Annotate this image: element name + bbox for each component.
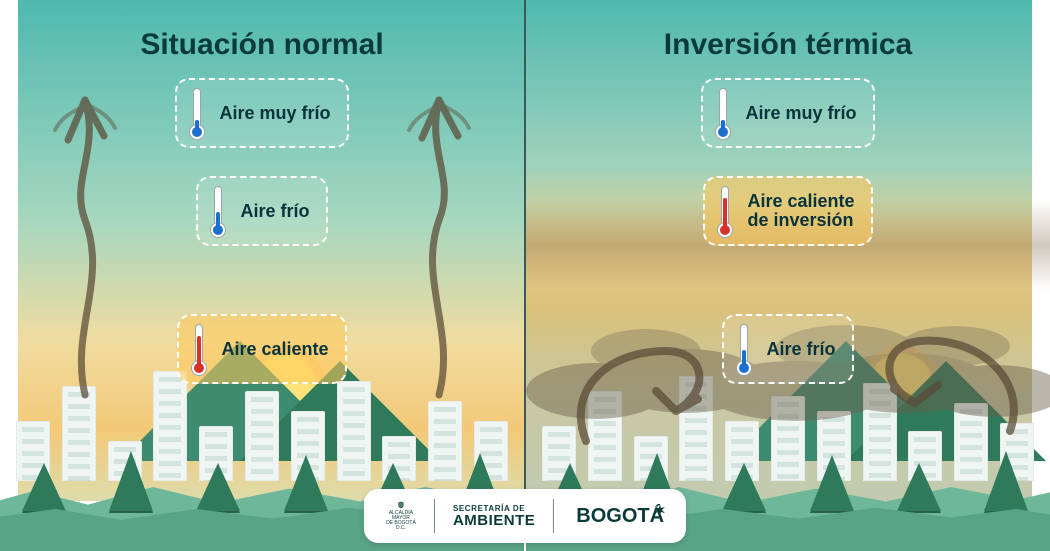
thermometer-icon <box>187 322 211 376</box>
air-layer-chip: Aire muy frío <box>701 78 874 148</box>
air-layer-chip: Aire muy frío <box>175 78 348 148</box>
tree-icon <box>22 463 66 511</box>
air-layer-label: Aire frío <box>240 202 309 221</box>
thermometer-icon <box>711 86 735 140</box>
air-layer-label: Aire caliente <box>221 340 328 359</box>
title-inversion: Inversión térmica <box>526 28 1050 62</box>
air-layer-label: Aire frío <box>766 340 835 359</box>
tree-icon <box>984 451 1028 511</box>
air-layer-chip: Aire caliente de inversión <box>703 176 872 246</box>
thermometer-icon <box>713 184 737 238</box>
tree-icon <box>109 451 153 511</box>
air-layer-label: Aire muy frío <box>745 104 856 123</box>
thermometer-icon <box>206 184 230 238</box>
thermometer-icon <box>732 322 756 376</box>
badge-divider <box>434 499 435 533</box>
thermometer-icon <box>185 86 209 140</box>
tree-icon <box>810 455 854 511</box>
panel-inversion: Inversión térmica Aire muy frío Aire cali… <box>526 0 1050 551</box>
tree-icon <box>284 455 328 511</box>
air-layer-chip: Aire caliente <box>177 314 346 384</box>
bogota-star-icon <box>654 499 666 511</box>
tree-icon <box>897 463 941 511</box>
air-layers-inversion: Aire muy frío Aire caliente de inversión A… <box>526 78 1050 384</box>
secretaria-big: AMBIENTE <box>453 513 535 528</box>
secretaria-ambiente-logo: SECRETARÍA DE AMBIENTE <box>453 505 535 528</box>
title-normal: Situación normal <box>0 28 524 62</box>
air-layers-normal: Aire muy frío Aire frío Aire caliente <box>0 78 524 384</box>
bogota-shield-icon: ALCALDÍA MAYOR DE BOGOTÁ D.C. <box>386 501 416 531</box>
tree-icon <box>196 463 240 511</box>
panels-container: Situación normal Aire muy fríoAire fríoA… <box>0 0 1050 551</box>
bogota-text: BOGOTÁ <box>576 505 664 527</box>
shield-label: ALCALDÍA MAYOR DE BOGOTÁ D.C. <box>386 511 416 531</box>
air-layer-label: Aire caliente de inversión <box>747 192 854 230</box>
air-layer-chip: Aire frío <box>722 314 853 384</box>
badge-divider <box>553 499 554 533</box>
bogota-wordmark: BOGOTÁ <box>572 505 664 528</box>
tree-icon <box>722 463 766 511</box>
footer-logo-badge: ALCALDÍA MAYOR DE BOGOTÁ D.C. SECRETARÍA… <box>364 489 686 543</box>
panel-normal: Situación normal Aire muy fríoAire fríoA… <box>0 0 526 551</box>
air-layer-chip: Aire frío <box>196 176 327 246</box>
air-layer-label: Aire muy frío <box>219 104 330 123</box>
